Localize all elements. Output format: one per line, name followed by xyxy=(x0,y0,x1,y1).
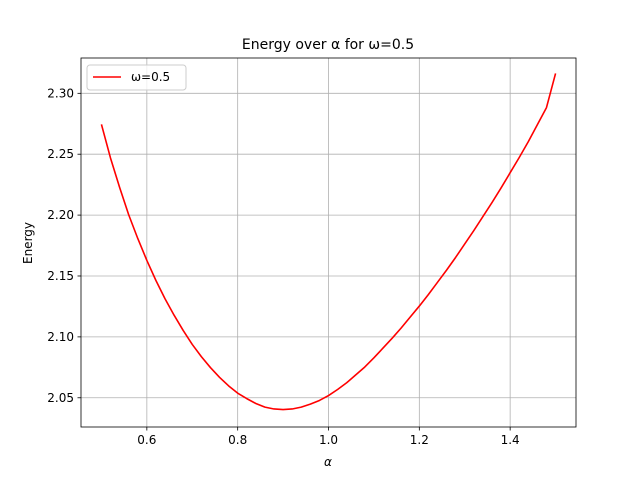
ticks: 0.6 0.8 1.0 1.2 1.4 2.05 2.10 2.15 2.20 2.25 2.30 xyxy=(47,86,519,447)
y-axis-label: Energy xyxy=(21,222,35,264)
plot-frame xyxy=(80,57,577,428)
legend-label: ω=0.5 xyxy=(131,70,170,84)
x-tick-label: 0.8 xyxy=(228,433,247,447)
legend: ω=0.5 xyxy=(86,64,187,91)
y-tick-label: 2.15 xyxy=(47,269,74,283)
x-tick-label: 1.0 xyxy=(319,433,338,447)
x-tick-label: 1.4 xyxy=(501,433,520,447)
y-tick-label: 2.20 xyxy=(47,208,74,222)
y-tick-label: 2.25 xyxy=(47,147,74,161)
chart-title: Energy over α for ω=0.5 xyxy=(242,37,414,53)
x-tick-label: 1.2 xyxy=(410,433,429,447)
legend-box xyxy=(86,64,187,91)
energy-series-line xyxy=(100,73,557,411)
grid xyxy=(81,58,576,427)
x-tick-label: 0.6 xyxy=(137,433,156,447)
series-layer xyxy=(100,73,557,411)
y-tick-label: 2.05 xyxy=(47,391,74,405)
y-tick-label: 2.10 xyxy=(47,330,74,344)
x-axis-label: α xyxy=(324,455,332,469)
y-tick-label: 2.30 xyxy=(47,86,74,100)
